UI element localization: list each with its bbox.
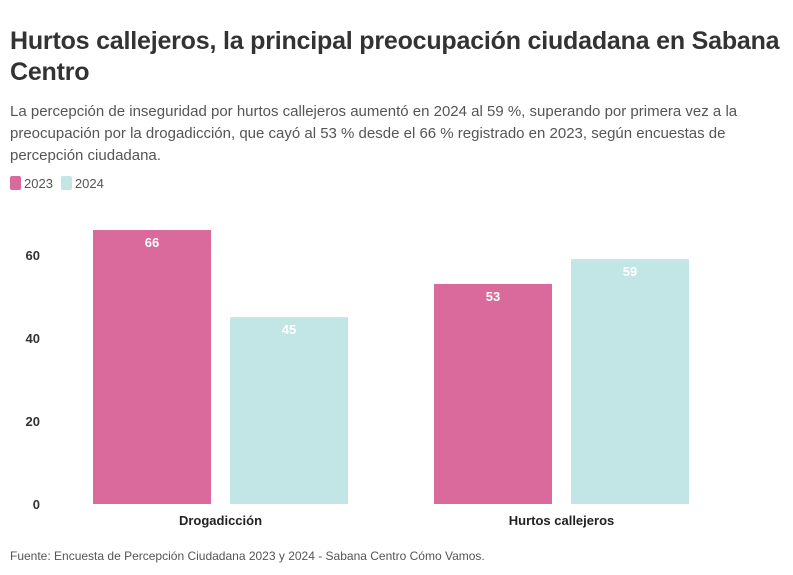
y-tick-label: 60 [26, 248, 40, 263]
data-label-2023-0: 66 [145, 235, 159, 250]
bar-2023-0 [93, 230, 211, 504]
data-label-2023-1: 53 [486, 289, 500, 304]
bar-2024-0 [230, 317, 348, 504]
legend-swatch-2024 [60, 176, 72, 190]
y-tick-label: 40 [26, 331, 40, 346]
bar-2023-1 [434, 283, 552, 504]
chart-subtitle: La percepción de inseguridad por hurtos … [10, 103, 738, 164]
legend-label-2024: 2024 [74, 175, 104, 191]
legend-item-2023: 2023 [10, 176, 53, 191]
legend-label-2023: 2023 [24, 175, 53, 191]
legend: 2023 2024 [10, 174, 112, 192]
data-label-2024-0: 45 [282, 322, 296, 337]
y-tick-label: 0 [33, 497, 40, 512]
legend-item-2024: 2024 [60, 175, 104, 191]
y-tick-label: 20 [26, 414, 40, 429]
category-label: Drogadicción [179, 513, 262, 528]
chart-title: Hurtos callejeros, la principal preocupa… [10, 27, 780, 86]
bar-2024-1 [571, 259, 689, 504]
legend-swatch-2023 [10, 176, 21, 190]
data-label-2024-1: 59 [623, 264, 637, 279]
category-label: Hurtos callejeros [509, 513, 615, 528]
source-note: Fuente: Encuesta de Percepción Ciudadana… [10, 549, 485, 563]
